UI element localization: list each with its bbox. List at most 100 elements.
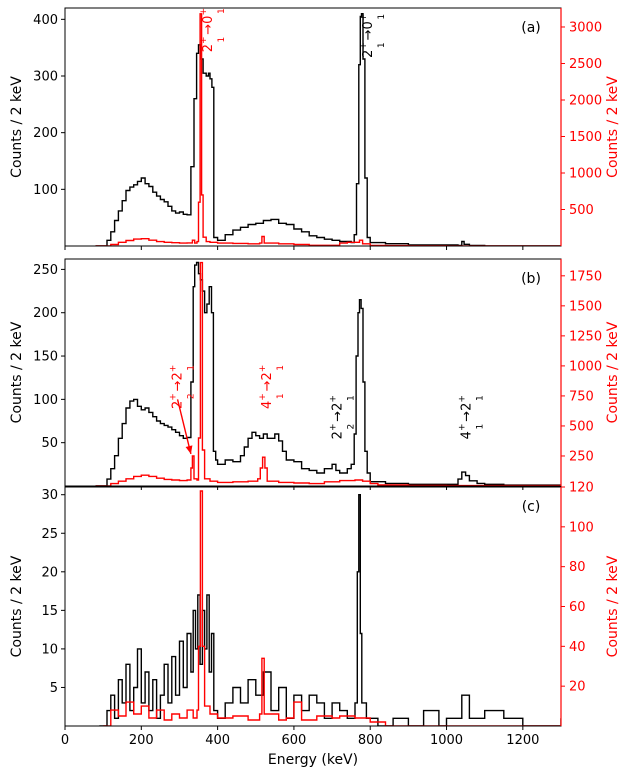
y-right-tick-label: 1000: [569, 166, 602, 181]
x-tick-label: 400: [205, 733, 230, 748]
annotation-sub2: 1: [347, 395, 357, 401]
y-right-axis-label: Counts / 2 keV: [605, 76, 621, 178]
annotation-base: 2: [361, 50, 376, 58]
y-right-tick-label: 120: [569, 481, 594, 496]
transition-annotation: 2+ 2→2+ 1: [168, 365, 196, 409]
y-right-tick-label: 500: [569, 203, 594, 218]
y-right-tick-label: 1250: [569, 329, 602, 344]
annotation-arrow: →: [201, 24, 216, 35]
series-black: [95, 13, 561, 246]
annotation-sup2: +: [168, 365, 178, 373]
annotation-sup2: +: [329, 395, 339, 403]
y-tick-label: 30: [41, 488, 58, 503]
annotation-sub: 1: [276, 393, 286, 399]
x-axis-label: Energy (keV): [268, 752, 358, 768]
annotation-sup: +: [329, 423, 339, 431]
annotation-base2: 0: [201, 16, 216, 24]
y-right-axis-label: Counts / 2 keV: [605, 321, 621, 423]
y-tick-label: 20: [41, 565, 58, 580]
annotation-arrow: →: [331, 411, 346, 422]
annotation-sub: 1: [217, 37, 227, 43]
annotation-sup2: +: [258, 365, 268, 373]
y-right-tick-label: 40: [569, 640, 586, 655]
panel-label: (a): [521, 20, 541, 36]
panel-label: (c): [522, 499, 541, 515]
annotation-sub: 1: [377, 42, 387, 48]
series-red: [95, 13, 561, 246]
y-tick-label: 10: [41, 642, 58, 657]
y-tick-label: 200: [33, 126, 58, 141]
series-black: [95, 261, 561, 486]
annotation-arrow: →: [260, 380, 275, 391]
annotation-arrow: →: [170, 380, 185, 391]
y-right-tick-label: 3000: [569, 20, 602, 35]
y-right-tick-label: 1000: [569, 359, 602, 374]
y-tick-label: 300: [33, 70, 58, 85]
y-tick-label: 25: [41, 527, 58, 542]
annotation-base2: 2: [460, 403, 475, 411]
annotation-sub2: 1: [476, 395, 486, 401]
y-tick-label: 15: [41, 604, 58, 619]
annotation-arrow: →: [460, 411, 475, 422]
annotation-base: 4: [460, 431, 475, 439]
y-right-tick-label: 2000: [569, 93, 602, 108]
y-right-tick-label: 500: [569, 419, 594, 434]
y-right-tick-label: 2500: [569, 57, 602, 72]
annotation-base2: 0: [361, 21, 376, 29]
x-tick-label: 0: [61, 733, 69, 748]
y-right-tick-label: 250: [569, 449, 594, 464]
transition-annotation: 4+ 1→2+ 1: [458, 395, 486, 439]
y-axis-label: Counts / 2 keV: [9, 76, 25, 178]
y-right-tick-label: 20: [569, 680, 586, 695]
y-right-tick-label: 1750: [569, 269, 602, 284]
arrow-head: [185, 445, 193, 454]
annotation-base: 2: [170, 401, 185, 409]
panel-label: (b): [521, 271, 541, 287]
y-tick-label: 400: [33, 13, 58, 28]
y-right-tick-label: 1500: [569, 130, 602, 145]
transition-annotation: 2+ 2→2+ 1: [329, 395, 357, 439]
y-tick-label: 50: [41, 436, 58, 451]
annotation-sup: +: [258, 393, 268, 401]
annotation-sub: 2: [347, 424, 357, 430]
transition-annotation: 2+ 1→0+ 1: [199, 8, 227, 52]
panel-b: 50 100 150 200 250 250 500 750 1000 1250 1500 1750 C…: [9, 258, 621, 490]
y-tick-label: 150: [33, 350, 58, 365]
y-right-tick-label: 60: [569, 600, 586, 615]
transition-annotation: 4+ 1→2+ 1: [258, 365, 286, 409]
panel-a: 10020030040050010001500200025003000Count…: [9, 7, 621, 250]
y-right-axis-label: Counts / 2 keV: [605, 555, 621, 657]
annotation-base2: 2: [170, 372, 185, 380]
y-right-tick-label: 100: [569, 520, 594, 535]
annotation-sub2: 1: [186, 365, 196, 371]
annotation-sup: +: [199, 36, 209, 44]
x-tick-label: 600: [282, 733, 307, 748]
x-tick-label: 1000: [430, 733, 463, 748]
annotation-sub2: 1: [377, 14, 387, 20]
annotation-sub2: 1: [217, 8, 227, 14]
annotation-sup2: +: [458, 395, 468, 403]
annotation-sup: +: [168, 393, 178, 401]
y-tick-label: 100: [33, 393, 58, 408]
annotation-base2: 2: [331, 403, 346, 411]
annotation-sup: +: [458, 423, 468, 431]
y-axis-label: Counts / 2 keV: [9, 321, 25, 423]
annotation-sub: 1: [476, 424, 486, 430]
y-right-tick-label: 750: [569, 389, 594, 404]
y-right-tick-label: 80: [569, 560, 586, 575]
annotation-sub2: 1: [276, 365, 286, 371]
transition-annotation: 2+ 1→0+ 1: [359, 14, 387, 58]
y-tick-label: 200: [33, 306, 58, 321]
annotation-arrow: →: [361, 29, 376, 40]
y-axis-label: Counts / 2 keV: [9, 555, 25, 657]
plot-frame: [64, 258, 562, 487]
annotation-sub: 2: [186, 393, 196, 399]
y-tick-label: 5: [50, 681, 58, 696]
y-tick-label: 100: [33, 183, 58, 198]
annotation-base2: 2: [260, 372, 275, 380]
series-red: [95, 261, 561, 486]
y-right-tick-label: 1500: [569, 299, 602, 314]
x-tick-label: 800: [358, 733, 383, 748]
